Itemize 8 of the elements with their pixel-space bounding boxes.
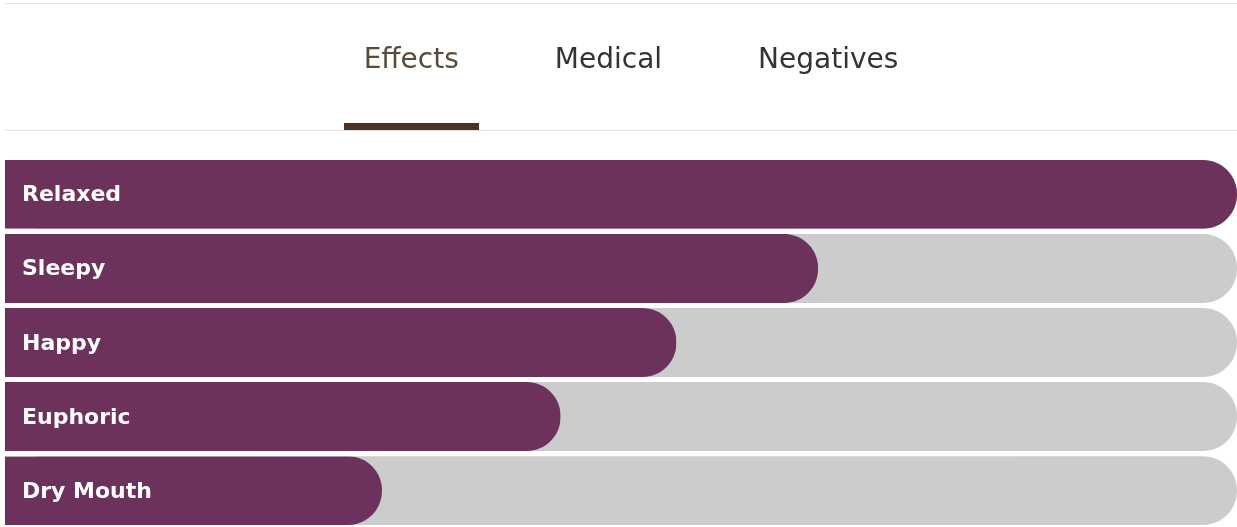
y-tick-label: Happy bbox=[22, 329, 102, 355]
y-tick-label: Relaxed bbox=[22, 181, 122, 207]
y-tick-label: Sleepy bbox=[22, 255, 106, 281]
text: Effects bbox=[362, 41, 460, 77]
y-tick-label: Euphoric bbox=[22, 403, 131, 429]
y-tick-label: Dry Mouth bbox=[22, 477, 152, 503]
text: Negatives bbox=[757, 41, 900, 77]
text: Medical bbox=[553, 41, 664, 77]
